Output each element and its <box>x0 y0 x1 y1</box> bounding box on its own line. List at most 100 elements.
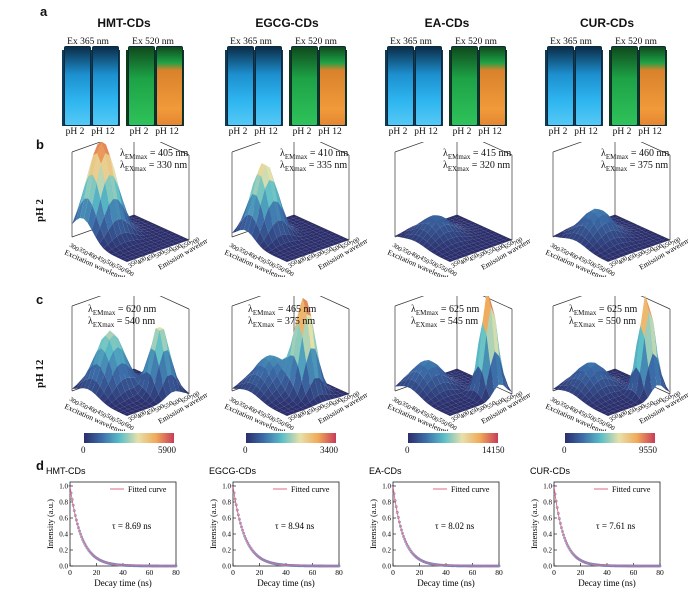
surface-cell <box>120 242 129 249</box>
surface-cell <box>128 407 137 412</box>
green-cuvette-ph2 <box>451 46 478 126</box>
surface-cell <box>75 198 85 221</box>
surface-cell <box>611 385 620 392</box>
surface-cell <box>398 379 408 387</box>
surface-cell <box>463 226 472 229</box>
surface-cell <box>121 232 130 243</box>
surface-cell <box>255 231 264 246</box>
surface-cell <box>135 225 145 230</box>
surface-cell <box>605 399 614 405</box>
surface-cell <box>103 244 112 252</box>
tick-label-excitation: 500 <box>586 259 598 270</box>
tick-label-emission: 400 <box>459 409 471 420</box>
lambda-em-max: λEMmax = 625 nm <box>411 304 480 317</box>
surface-cell <box>602 222 611 234</box>
surface-cell <box>105 153 114 177</box>
surface-cell <box>289 386 298 401</box>
surface-cell <box>577 381 586 392</box>
surface-cell <box>332 237 341 242</box>
surface-cell <box>125 240 134 247</box>
surface-cell <box>596 253 605 258</box>
surface-cell <box>640 238 649 243</box>
green-cuvette-ph2 <box>291 46 318 126</box>
surface-cell <box>453 225 462 233</box>
surface-cell <box>621 251 631 256</box>
surface-cell <box>581 217 590 228</box>
surface-cell <box>455 222 464 225</box>
surface-cell <box>503 373 512 393</box>
surface-cell <box>136 250 146 254</box>
surface-cell <box>160 235 169 240</box>
surface-cell <box>450 377 459 382</box>
y-axis-label: Intensity (a.u.) <box>45 499 55 549</box>
surface-cell <box>327 242 336 247</box>
surface-cell <box>445 373 454 382</box>
surface-cell <box>426 245 435 252</box>
surface-cell <box>119 410 128 415</box>
ph-label: pH 12 <box>638 127 662 137</box>
x-tick-label: 60 <box>630 568 638 577</box>
surface-cell <box>176 236 186 240</box>
surface-cell <box>159 351 168 385</box>
surface-cell <box>622 402 631 407</box>
surface-cell <box>597 388 607 398</box>
surface-cell <box>487 231 497 235</box>
surface-cell <box>243 214 253 232</box>
surface-cell <box>446 254 455 259</box>
surface-cell <box>482 290 491 335</box>
surface-cell <box>298 297 307 337</box>
surface-cell <box>96 348 105 368</box>
surface-cell <box>269 179 278 203</box>
surface-cell <box>129 245 138 250</box>
tick-label-emission: 700 <box>349 236 361 247</box>
surface-cell <box>424 215 433 220</box>
surface-cell <box>99 392 108 403</box>
surface-cell <box>176 379 185 393</box>
surface-cell <box>630 248 639 253</box>
x-tick-label: 40 <box>282 568 290 577</box>
surface-cell <box>602 386 611 395</box>
surface-cell <box>447 405 456 410</box>
surface-cell <box>252 195 261 223</box>
surface-cell <box>594 371 603 382</box>
surface-cell <box>140 406 150 410</box>
surface-cell <box>596 403 606 409</box>
tick-label-emission: 500 <box>314 249 326 260</box>
surface-cell <box>566 225 575 230</box>
ex-520-label: Ex 520 nm <box>615 37 657 47</box>
row-label-ph12: pH 12 <box>34 359 46 388</box>
surface-cell <box>117 363 126 381</box>
surface-cell <box>306 348 315 386</box>
surface-cell <box>569 378 578 386</box>
surface-cell <box>331 241 341 245</box>
surface-cell <box>150 351 159 385</box>
surface-cell <box>138 358 148 377</box>
surface-cell <box>607 215 616 225</box>
surface-cell <box>109 174 118 200</box>
surface-cell <box>299 230 309 234</box>
surface-cell <box>618 218 627 222</box>
surface-cell <box>623 373 633 390</box>
surface-plot-b: 300 350 400 450 500 550 600 350 400 450 500 550 600 6… <box>212 129 377 283</box>
surface-cell <box>454 224 463 229</box>
surface-cell <box>481 245 490 250</box>
surface-cell <box>626 400 636 405</box>
surface-cell <box>172 237 181 242</box>
surface-cell <box>644 240 653 245</box>
surface-cell <box>129 396 138 403</box>
surface-cell <box>332 391 341 395</box>
surface-plot-b: 300 350 400 450 500 550 600 350 400 450 500 550 600 6… <box>375 129 540 283</box>
surface-cell <box>631 240 640 245</box>
surface-cell <box>468 246 478 251</box>
surface-cell <box>123 255 132 259</box>
surface-cell <box>592 400 602 407</box>
surface-cell <box>127 257 136 261</box>
surface-cell <box>462 383 471 388</box>
y-tick-label: 0.8 <box>382 499 391 507</box>
surface-cell <box>155 330 164 367</box>
tick-label-emission: 700 <box>512 390 524 401</box>
surface-cell <box>451 403 460 408</box>
surface-cell <box>113 347 122 367</box>
x-tick-label: 40 <box>603 568 611 577</box>
surface-cell <box>284 251 293 256</box>
